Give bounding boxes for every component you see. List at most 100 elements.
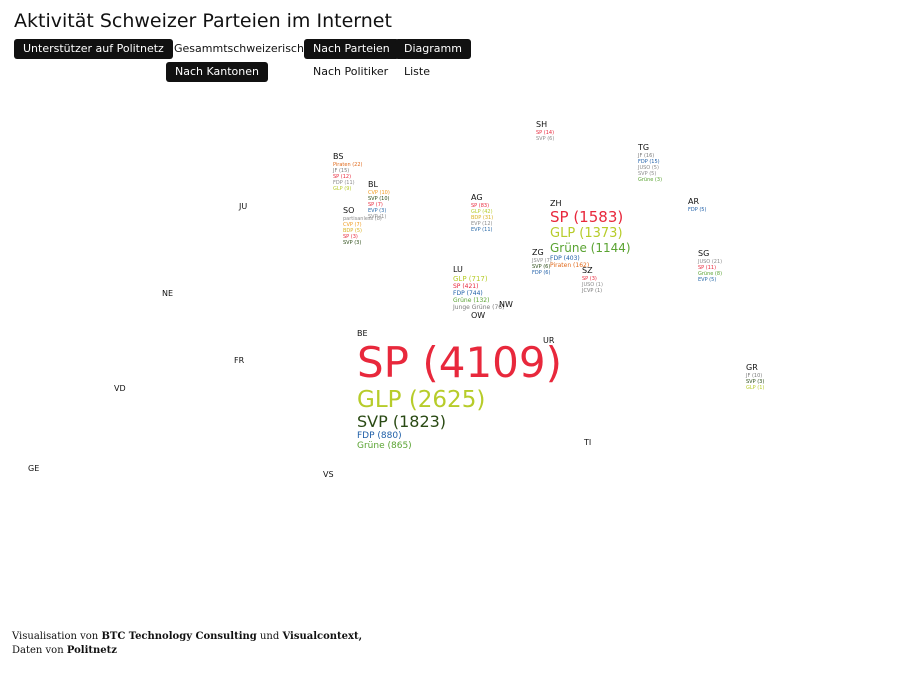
canton-party-entry: JUSO (21) xyxy=(698,259,723,265)
footer-org-visualcontext[interactable]: Visualcontext, xyxy=(282,631,363,642)
canton-party-entry: FDP (744) xyxy=(453,290,483,297)
canton-code: VD xyxy=(114,384,126,393)
by-canton-button[interactable]: Nach Kantonen xyxy=(166,62,268,82)
canton-party-entry: SP (1583) xyxy=(550,208,624,226)
canton-lu[interactable]: LU GLP (717) SP (421) FDP (744) Grüne (132) J… xyxy=(453,265,504,311)
canton-code: TI xyxy=(584,438,592,447)
list-option[interactable]: Liste xyxy=(404,65,430,78)
canton-code: GR xyxy=(746,363,758,372)
page-title: Aktivität Schweizer Parteien im Internet xyxy=(14,10,392,32)
canton-party-entry: SP (3) xyxy=(343,234,358,240)
canton-party-entry: EVP (11) xyxy=(471,227,493,233)
canton-party-entry: GLP (42) xyxy=(471,209,493,215)
canton-party-entry: SVP (3) xyxy=(343,240,362,246)
canton-party-entry: JF (15) xyxy=(333,168,350,174)
canton-party-entry: SVP (10) xyxy=(368,196,390,202)
footer-prefix: Visualisation von xyxy=(12,631,99,642)
canton-be[interactable]: BE SP (4109) GLP (2625) SVP (1823) FDP (880)… xyxy=(357,329,562,451)
canton-so[interactable]: SO partisanless (8) CVP (7) BDP (5) SP (3) SV… xyxy=(343,206,382,246)
canton-party-entry: GLP (9) xyxy=(333,186,352,192)
canton-party-entry: EVP (12) xyxy=(471,221,493,227)
canton-zh[interactable]: ZH SP (1583) GLP (1373) Grüne (1144) FDP (40… xyxy=(550,199,631,269)
canton-party-entry: GLP (2625) xyxy=(357,387,486,413)
canton-party-entry: SVP (5) xyxy=(638,171,657,177)
canton-party-entry: FDP (403) xyxy=(550,255,580,262)
canton-ar[interactable]: AR FDP (5) xyxy=(688,197,706,213)
canton-code: BE xyxy=(357,329,368,338)
canton-party-entry: SP (12) xyxy=(333,174,352,180)
canton-party-entry: SVP (1823) xyxy=(357,412,447,431)
canton-party-entry: EVP (5) xyxy=(698,277,717,283)
canton-ti[interactable]: TI xyxy=(584,438,591,448)
canton-vd[interactable]: VD xyxy=(114,384,126,394)
canton-code: LU xyxy=(453,265,463,274)
canton-party-entry: Grüne (8) xyxy=(698,271,723,277)
canton-bs[interactable]: BS Piraten (22) JF (15) SP (12) FDP (11) GLP … xyxy=(333,152,362,192)
canton-vs[interactable]: VS xyxy=(323,470,334,480)
canton-code: AR xyxy=(688,197,700,206)
footer-credits: Visualisation von BTC Technology Consult… xyxy=(12,630,362,658)
footer-org-btc[interactable]: BTC Technology Consulting xyxy=(101,631,257,642)
by-party-button[interactable]: Nach Parteien xyxy=(304,39,399,59)
canton-sg[interactable]: SG JUSO (21) SP (11) Grüne (8) EVP (5) xyxy=(698,249,722,283)
canton-nw[interactable]: NW xyxy=(499,300,513,310)
canton-party-entry: SVP (6) xyxy=(536,136,555,142)
diagram-button[interactable]: Diagramm xyxy=(395,39,471,59)
canton-party-entry: Junge Grüne (76) xyxy=(453,304,505,311)
canton-party-entry: Grüne (3) xyxy=(638,177,663,183)
canton-party-entry: SP (7) xyxy=(368,202,383,208)
canton-ne[interactable]: NE xyxy=(162,289,173,299)
canton-ju[interactable]: JU xyxy=(239,202,247,212)
canton-sz[interactable]: SZ SP (3) JUSO (1) JCVP (1) xyxy=(582,266,603,294)
canton-sh[interactable]: SH SP (14) SVP (6) xyxy=(536,120,554,142)
canton-code: SO xyxy=(343,206,355,215)
canton-fr[interactable]: FR xyxy=(234,356,244,366)
by-politician-option[interactable]: Nach Politiker xyxy=(313,65,389,78)
canton-party-entry: FDP (880) xyxy=(357,431,402,441)
canton-party-entry: SP (11) xyxy=(698,265,717,271)
canton-code: ZH xyxy=(550,199,562,208)
canton-party-entry: CVP (10) xyxy=(368,190,390,196)
canton-code: ZG xyxy=(532,248,544,257)
canton-party-entry: Piraten (22) xyxy=(333,162,363,168)
footer-line-2: Daten von Politnetz xyxy=(12,644,362,658)
canton-party-entry: SP (421) xyxy=(453,283,479,290)
canton-party-entry: Piraten (162) xyxy=(550,262,590,269)
canton-party-entry: JCVP (1) xyxy=(582,288,603,294)
footer-org-politnetz[interactable]: Politnetz xyxy=(66,645,117,656)
canton-party-entry: GLP (717) xyxy=(453,275,488,283)
canton-party-entry: GLP (1) xyxy=(746,385,765,391)
canton-gr[interactable]: GR JF (10) SVP (3) GLP (1) xyxy=(746,363,764,391)
canton-party-entry: FDP (15) xyxy=(638,159,660,165)
canton-party-entry: Grüne (865) xyxy=(357,441,412,451)
canton-party-entry: FDP (5) xyxy=(688,207,707,213)
canton-party-entry: CVP (7) xyxy=(343,222,362,228)
canton-party-entry: BDP (5) xyxy=(343,228,362,234)
canton-code: FR xyxy=(234,356,245,365)
overall-option[interactable]: Gesammtschweizerisch xyxy=(174,42,304,55)
canton-party-entry: partisanless (8) xyxy=(343,216,382,222)
canton-ag[interactable]: AG SP (83) GLP (42) BDP (31) EVP (12) EVP (11… xyxy=(471,193,493,233)
canton-ge[interactable]: GE xyxy=(28,464,39,474)
canton-party-entry: JUSO (1) xyxy=(582,282,603,288)
canton-code: VS xyxy=(323,470,334,479)
canton-code: SH xyxy=(536,120,548,129)
canton-code: TG xyxy=(638,143,650,152)
supporters-button[interactable]: Unterstützer auf Politnetz xyxy=(14,39,173,59)
canton-party-entry: JSVP (7) xyxy=(532,258,552,264)
canton-party-entry: FDP (11) xyxy=(333,180,355,186)
canton-tg[interactable]: TG JF (16) FDP (15) JUSO (5) SVP (5) Grüne (3… xyxy=(638,143,662,183)
canton-zg[interactable]: ZG JSVP (7) SVP (6) FDP (6) xyxy=(532,248,552,276)
canton-party-entry: FDP (6) xyxy=(532,270,551,276)
canton-party-entry: Grüne (1144) xyxy=(550,241,631,255)
canton-code: JU xyxy=(239,202,248,211)
canton-party-entry: JUSO (5) xyxy=(638,165,659,171)
canton-party-entry: JF (10) xyxy=(746,373,763,379)
canton-ur[interactable]: UR xyxy=(543,336,554,346)
canton-bl[interactable]: BL CVP (10) SVP (10) SP (7) EVP (3) SVP (1) xyxy=(368,180,390,220)
canton-party-entry: SP (83) xyxy=(471,203,490,209)
canton-party-entry: JF (16) xyxy=(638,153,655,159)
canton-ow[interactable]: OW xyxy=(471,311,485,321)
canton-code: SG xyxy=(698,249,710,258)
canton-party-entry: Grüne (132) xyxy=(453,297,490,304)
